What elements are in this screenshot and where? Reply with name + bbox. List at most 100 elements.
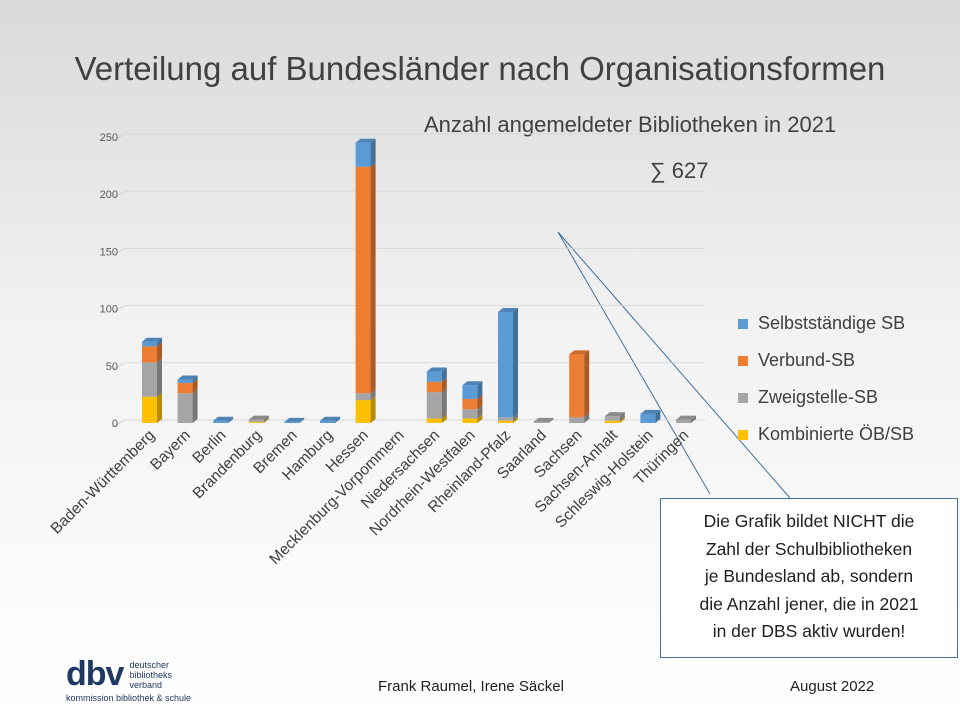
bar-top [320,416,340,421]
bar-side [691,415,696,423]
bar-side [477,405,483,419]
y-tick-label: 150 [100,246,118,258]
bar-segment [640,413,656,423]
gridline [111,362,126,371]
bar-segment [498,312,513,418]
bar-segment [569,354,585,418]
bar-side [157,337,162,347]
bar-segment [177,393,193,423]
bar-segment [142,396,157,423]
bar-segment [462,409,478,419]
note-line: in der DBS aktiv wurden! [712,621,906,641]
bar-segment [248,421,264,423]
bar-segment [426,371,442,382]
bar-segment [355,166,371,394]
bar-side [441,414,447,423]
bar-side [263,415,269,422]
bar-top [462,381,483,386]
bar-segment [498,420,513,423]
bar-segment [177,379,193,383]
bar-side [370,138,376,167]
bar-side [584,413,590,423]
y-tick-label: 50 [106,361,118,373]
legend-label: Zweigstelle-SB [758,387,879,407]
legend-swatch [738,318,748,329]
bar-top [676,415,696,420]
legend-item: Verbund-SB [738,342,914,379]
bar-segment [604,416,620,421]
bar-segment [498,417,513,421]
bar-side [157,358,162,397]
legend-swatch [738,355,748,366]
bar-side [655,409,661,423]
bar-segment [569,417,585,423]
bar-segment [213,420,229,423]
bar-top [569,350,590,355]
bar-segment [676,419,691,423]
sum-annotation: ∑ 627 [650,158,709,183]
bar-side [548,417,554,423]
bar-segment [533,421,549,423]
bar-top [604,412,625,417]
legend-label: Kombinierte ÖB/SB [758,424,915,444]
legend: Selbstständige SB Verbund-SB Zweigstelle-S… [738,305,914,453]
x-tick-label: Bayern [147,427,194,474]
bar-segment [355,142,371,167]
bar-segment [462,385,478,399]
bar-side [619,412,625,421]
legend-swatch [738,392,748,403]
bar-segment [355,400,371,423]
legend-item: Selbstständige SB [738,305,914,342]
x-tick-label: Baden-Württemberg [48,427,159,538]
bar-side [192,375,198,383]
bar-segment [320,420,335,423]
gridline [111,190,126,199]
bar-top [142,337,162,342]
legend-label: Verbund-SB [758,350,856,370]
bar-segment [426,418,442,423]
note-line: Zahl der Schulbibliotheken [705,538,913,559]
gridline [111,133,126,142]
bar-top [213,416,234,421]
bar-top [177,375,198,380]
legend-item: Zweigstelle-SB [738,379,914,416]
bar-segment [284,421,300,423]
note-line: je Bundesland ab, sondern [704,566,914,586]
bar-side [477,414,483,423]
bar-side [370,162,376,394]
bar-side [619,416,625,423]
bar-side [299,417,305,423]
legend-swatch [738,429,748,440]
bar-segment [426,381,442,393]
logo-subtitle: kommission bibliothek & schule [66,693,192,703]
y-tick-label: 0 [112,418,118,430]
y-tick-label: 250 [100,132,118,144]
legend-label: Selbstständige SB [758,313,906,333]
footer-date: August 2022 [790,678,875,695]
bar-side [157,342,162,363]
chart-subtitle: Anzahl angemeldeter Bibliotheken in 2021 [424,112,837,137]
bar-segment [248,419,264,422]
bar-top [533,417,554,422]
logo-line: deutscher [129,659,169,670]
gridline [111,305,126,314]
bar-top [640,409,661,414]
bar-segment [604,420,620,423]
logo-mark: dbv [66,655,124,693]
bar-side [513,413,518,421]
bar-side [513,308,518,418]
y-tick-label: 200 [100,189,118,201]
y-tick-label: 100 [100,304,118,316]
gridline [111,419,126,428]
bar-segment [142,346,157,363]
gridline [111,247,126,256]
bar-segment [426,392,442,419]
note-line: die Anzahl jener, die in 2021 [699,593,919,614]
bar-side [441,388,447,419]
logo-line: bibliotheks [129,669,172,680]
bar-side [441,377,447,393]
callout-line [557,231,791,499]
note-line: Die Grafik bildet NICHT die [703,511,915,531]
bar-segment [462,418,478,423]
